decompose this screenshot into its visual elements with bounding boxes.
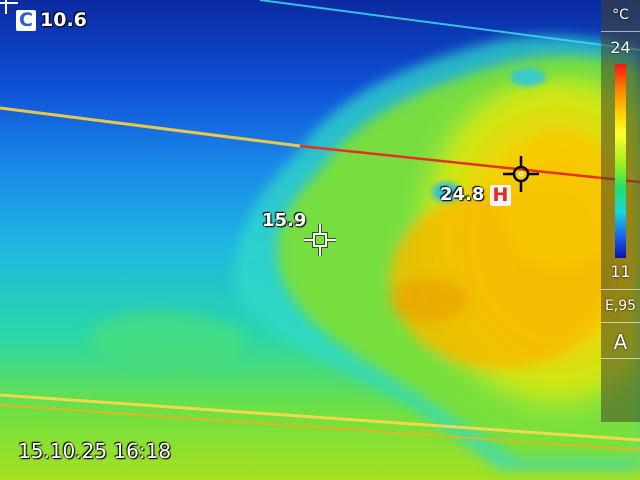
unit-label: °C xyxy=(612,7,629,23)
color-scale-bar xyxy=(615,64,626,258)
power-lines xyxy=(0,0,640,451)
hot-spot-badge: H xyxy=(490,185,511,206)
panel-divider xyxy=(601,322,640,323)
temperature-scale-panel: °C 24 11 E,95 A xyxy=(601,0,640,422)
capture-timestamp: 15.10.25 16:18 xyxy=(18,439,172,463)
scale-max-label: 24 xyxy=(610,38,631,57)
corner-crosshair-icon xyxy=(0,0,18,14)
panel-divider xyxy=(601,289,640,290)
center-measure-badge: C xyxy=(16,10,36,31)
panel-divider xyxy=(601,31,640,32)
cloud-warm-core xyxy=(340,75,640,441)
cold-spot-crosshair-icon xyxy=(304,224,336,256)
cool-pockets xyxy=(432,68,546,202)
center-temperature-readout: 10.6 xyxy=(40,9,87,31)
scale-min-label: 11 xyxy=(610,262,631,281)
panel-divider xyxy=(601,358,640,359)
cold-spot-temperature: 15.9 xyxy=(262,210,307,231)
range-mode-label: A xyxy=(613,330,628,354)
hot-spot-crosshair-icon xyxy=(503,156,539,192)
hot-spot-temperature: 24.8 xyxy=(440,184,485,205)
emissivity-label: E,95 xyxy=(604,298,637,314)
